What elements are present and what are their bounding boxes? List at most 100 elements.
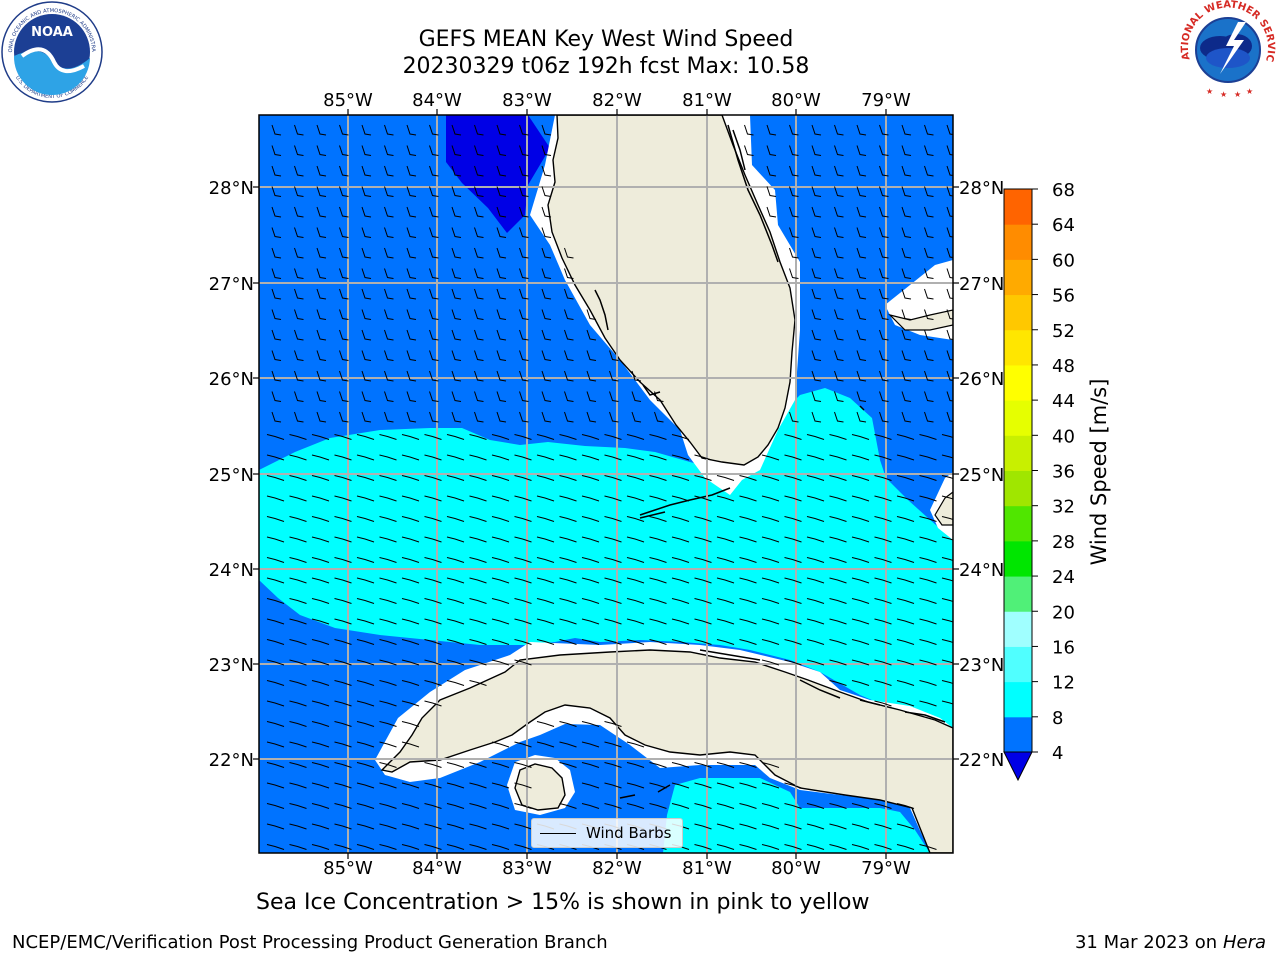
wind-barb [856, 165, 867, 177]
lat-right-label: 25°N [959, 465, 1004, 486]
wind-barb [401, 495, 420, 502]
wind-barb [311, 454, 330, 461]
wind-barb [339, 227, 349, 238]
wind-barb [559, 557, 577, 563]
wind-barb [834, 370, 844, 382]
colorbar [1003, 188, 1038, 782]
wind-barb [446, 454, 465, 461]
wind-barb [266, 700, 285, 707]
wind-barb [896, 598, 915, 604]
wind-barb [851, 639, 870, 645]
wind-barb [469, 823, 487, 830]
wind-barb [739, 639, 757, 645]
wind-barb [401, 475, 420, 481]
wind-barb [739, 598, 757, 604]
wind-barb [896, 680, 915, 686]
wind-barb [901, 145, 912, 156]
wind-barb [356, 782, 375, 789]
wind-barb [311, 618, 330, 625]
wind-barb [806, 577, 825, 584]
wind-barb [496, 268, 507, 279]
wind-barb [401, 557, 420, 563]
wind-barb [834, 391, 844, 402]
wind-barb [536, 577, 555, 584]
wind-barb [519, 227, 529, 238]
wind-barb [806, 454, 825, 461]
wind-barb [451, 165, 462, 177]
wind-barb [294, 288, 304, 300]
wind-barb [266, 516, 285, 522]
wind-barb [541, 247, 552, 259]
wind-barb [716, 823, 735, 830]
wind-barb [514, 618, 532, 625]
wind-barb [316, 165, 327, 177]
wind-barb [896, 454, 915, 461]
wind-barb [474, 288, 484, 300]
wind-barb [604, 536, 622, 543]
wind-barb [941, 536, 953, 541]
wind-barb [334, 680, 352, 686]
wind-barb [536, 454, 555, 461]
wind-barb [896, 434, 915, 440]
wind-barb [334, 598, 352, 604]
wind-barb [924, 247, 934, 259]
wind-barb [294, 124, 304, 136]
wind-barb [334, 844, 352, 850]
wind-barb [784, 823, 802, 830]
wind-barb [266, 803, 285, 809]
wind-barb [716, 577, 735, 584]
wind-barb [541, 124, 552, 136]
wind-barb [739, 536, 757, 543]
wind-barb [834, 268, 844, 279]
wind-barb [879, 411, 889, 423]
wind-barb [334, 762, 352, 768]
lat-right-label: 23°N [959, 655, 1004, 676]
wind-barb [626, 577, 645, 584]
wind-barb [334, 639, 352, 645]
colorbar-tick-label: 28 [1052, 532, 1075, 553]
wind-barb [514, 557, 532, 563]
wind-barb [424, 577, 442, 584]
wind-barb [811, 124, 822, 136]
wind-barb [446, 762, 465, 768]
wind-barb [739, 803, 757, 809]
lat-left-label: 22°N [209, 750, 254, 771]
wind-barb [469, 598, 487, 604]
wind-barb [266, 536, 285, 543]
wind-barb [671, 598, 690, 604]
wind-barb [671, 618, 690, 625]
wind-barb [289, 598, 307, 604]
wind-barb [294, 145, 304, 156]
wind-barb [401, 844, 420, 850]
wind-barb [361, 268, 372, 279]
wind-barb [406, 227, 417, 238]
wind-barb [946, 309, 953, 320]
wind-barb [541, 145, 552, 156]
wind-barb [946, 227, 953, 238]
wind-barb [311, 516, 330, 522]
wind-barb [469, 659, 487, 666]
wind-barb [631, 411, 642, 423]
wind-barb [806, 823, 825, 830]
wind-barb [289, 639, 307, 645]
wind-barb [626, 803, 645, 809]
wind-barb [514, 741, 532, 748]
colorbar-bin [1004, 259, 1032, 296]
wind-barb [491, 844, 510, 850]
wind-barb [316, 288, 327, 300]
wind-barb [519, 391, 529, 402]
wind-barb [919, 434, 937, 440]
wind-barb [401, 741, 420, 748]
wind-barb [784, 803, 802, 809]
wind-barb [789, 268, 799, 279]
wind-barb [716, 803, 735, 809]
wind-barb [519, 309, 529, 320]
wind-barb [334, 618, 352, 625]
wind-barb [429, 268, 439, 279]
wind-barb [446, 557, 465, 563]
wind-barb [694, 516, 712, 522]
wind-barb [896, 577, 915, 584]
svg-text:★: ★ [1220, 90, 1227, 99]
wind-barb [649, 803, 667, 809]
wind-barb [379, 454, 397, 461]
